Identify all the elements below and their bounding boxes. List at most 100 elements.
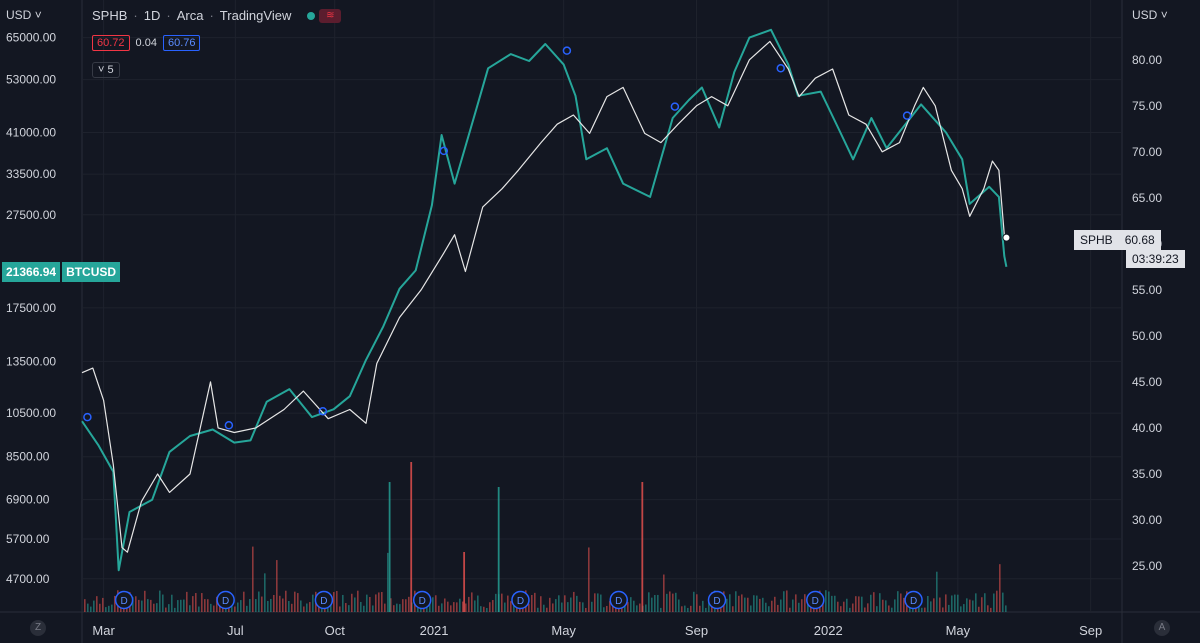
dividend-marker[interactable]: D: [707, 590, 727, 610]
volume-bar: [840, 606, 842, 612]
volume-bar: [759, 598, 761, 612]
dividend-marker[interactable]: D: [609, 590, 628, 610]
dividend-marker[interactable]: D: [806, 590, 825, 610]
volume-bar: [648, 592, 650, 612]
volume-bar: [651, 597, 653, 612]
volume-bar: [735, 591, 737, 612]
volume-bar: [876, 606, 878, 612]
volume-bar: [471, 592, 473, 612]
volume-bar: [144, 590, 146, 612]
volume-bar: [828, 591, 830, 612]
volume-bar: [753, 595, 755, 612]
volume-bar: [993, 593, 995, 612]
volume-bar: [237, 602, 239, 612]
dividend-marker[interactable]: D: [114, 590, 134, 610]
volume-bar: [783, 591, 785, 612]
volume-bar: [141, 600, 143, 612]
dividend-marker[interactable]: D: [412, 590, 432, 610]
volume-bar: [843, 601, 845, 612]
volume-bar: [549, 597, 551, 612]
volume-bar: [765, 602, 767, 612]
volume-bar: [873, 592, 875, 612]
volume-bar: [681, 606, 683, 612]
volume-bar: [255, 599, 257, 612]
volume-bar: [597, 593, 599, 612]
volume-bar: [388, 482, 391, 612]
volume-bar: [438, 605, 440, 612]
volume-bar: [108, 605, 110, 612]
event-dot: [224, 421, 234, 430]
symbol-header[interactable]: SPHB · 1D · Arca · TradingView ≋: [92, 8, 342, 23]
volume-bar: [162, 594, 164, 612]
dividend-marker[interactable]: D: [904, 590, 923, 610]
price-lines: [81, 28, 1011, 572]
volume-bar: [669, 591, 671, 612]
volume-bar: [96, 596, 98, 612]
volume-bar: [477, 595, 479, 612]
dividend-marker[interactable]: D: [216, 590, 235, 610]
volume-bar: [654, 595, 656, 612]
market-status[interactable]: ≋: [307, 8, 342, 23]
dividend-label: D: [910, 596, 917, 607]
right-axis-tick: 35.00: [1132, 467, 1162, 481]
time-axis-tick: May: [551, 623, 576, 638]
volume-bar: [882, 599, 884, 612]
ask-price[interactable]: 60.76: [162, 35, 201, 51]
volume-bar: [417, 607, 419, 612]
volume-bar: [366, 594, 368, 612]
left-axis-tick: 65000.00: [6, 31, 56, 45]
volume-bar: [852, 603, 854, 612]
volume-bar: [990, 607, 992, 612]
volume-bar: [594, 593, 596, 612]
bid-price[interactable]: 60.72: [92, 35, 130, 51]
indicators-toggle-button[interactable]: ˅ 5: [92, 62, 120, 78]
time-axis-tick: Sep: [1079, 623, 1102, 638]
volume-bar: [399, 604, 401, 612]
dividend-circle: [707, 590, 727, 610]
volume-bar: [861, 596, 863, 612]
volume-bar: [837, 601, 839, 612]
volume-bar: [261, 596, 263, 612]
dividend-circle: [904, 590, 923, 610]
volume-bar: [606, 605, 608, 612]
volume-bar: [609, 601, 611, 612]
auto-scale-button[interactable]: A: [1154, 620, 1170, 636]
dividend-marker[interactable]: D: [314, 590, 334, 610]
left-axis-tick: 4700.00: [6, 572, 50, 586]
volume-bar: [930, 601, 932, 612]
volume-bar: [249, 599, 251, 612]
series-line-btcusd: [81, 28, 1008, 572]
left-currency-selector[interactable]: USD ˅: [6, 8, 42, 22]
volume-bar: [210, 603, 212, 612]
volume-bar: [789, 607, 791, 612]
zoom-button[interactable]: Z: [30, 620, 46, 636]
chevron-down-icon: ˅: [34, 8, 42, 22]
volume-bar: [855, 596, 857, 612]
quote-bar: 60.72 0.04 60.76: [92, 35, 201, 51]
volume-bar: [921, 607, 923, 612]
volume-bar: [849, 607, 851, 612]
volume-bar: [441, 603, 443, 612]
left-axis-tick: 27500.00: [6, 208, 56, 222]
volume-bar: [135, 596, 137, 612]
volume-bar: [219, 606, 221, 612]
volume-bar: [630, 597, 632, 612]
right-currency-selector[interactable]: USD ˅: [1132, 8, 1168, 22]
volume-bar: [639, 603, 641, 612]
volume-bar: [579, 601, 581, 612]
volume-bar: [159, 590, 161, 612]
exchange-label: Arca: [176, 8, 204, 23]
series-line-sphb: [81, 40, 1007, 553]
volume-bar: [657, 594, 659, 612]
volume-bar: [459, 598, 461, 612]
volume-bar: [93, 600, 95, 612]
interval-label: 1D: [143, 8, 161, 23]
volume-bar: [201, 593, 203, 612]
dividend-marker[interactable]: D: [511, 590, 530, 610]
volume-bar: [204, 599, 206, 612]
volume-bar: [939, 597, 941, 612]
right-axis-tick: 25.00: [1132, 559, 1162, 573]
chevron-down-icon: ˅: [98, 64, 105, 76]
